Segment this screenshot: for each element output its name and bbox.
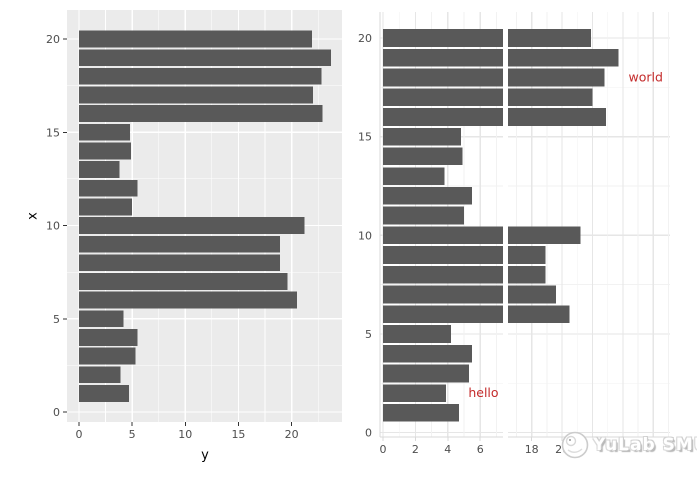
bar	[79, 67, 322, 85]
x-tick-label: 2	[412, 443, 419, 456]
watermark-text: YuLab SMU	[593, 435, 697, 455]
x-tick-label: 5	[129, 428, 136, 441]
y-tick-label: 5	[53, 313, 60, 326]
bar-segment2	[508, 68, 605, 87]
bar	[79, 254, 280, 272]
y-tick-label: 15	[358, 131, 372, 144]
bar	[79, 329, 138, 346]
bar	[383, 206, 464, 225]
bar-segment2	[508, 108, 607, 126]
x-tick-label: 10	[178, 428, 192, 441]
bar	[79, 198, 133, 216]
annotation-text: world	[628, 69, 662, 84]
watermark: YuLab SMU	[560, 430, 697, 460]
bar-segment1	[383, 108, 503, 126]
x-tick-label: 6	[477, 443, 484, 456]
bar-segment2	[508, 285, 557, 304]
bar	[79, 273, 288, 290]
logo-eye-dot	[569, 439, 571, 441]
bar-segment2	[508, 88, 593, 107]
y-tick-label: 10	[358, 229, 372, 242]
y-tick-label: 20	[46, 33, 60, 46]
yulab-logo-icon	[561, 431, 589, 459]
bar	[383, 167, 445, 185]
bar	[79, 384, 129, 402]
bar	[79, 30, 312, 48]
bar-segment1	[383, 226, 503, 245]
bar	[79, 179, 138, 197]
bar	[79, 142, 132, 160]
bar-segment1	[383, 265, 503, 284]
bar-segment1	[383, 285, 503, 304]
bar	[383, 344, 473, 363]
bar	[79, 310, 124, 328]
logo-circle	[561, 431, 589, 459]
y-tick-label: 15	[46, 126, 60, 139]
y-tick-label: 5	[365, 328, 372, 341]
bar	[383, 364, 469, 383]
bar-segment2	[508, 48, 619, 67]
bar	[79, 347, 136, 365]
bar	[79, 86, 313, 104]
bar	[79, 366, 121, 384]
bar	[79, 235, 280, 253]
bar-segment2	[508, 226, 581, 245]
x-tick-label: 0	[380, 443, 387, 456]
left-chart-x-axis-title: y	[201, 448, 209, 463]
logo-inner-curve	[567, 448, 583, 453]
bar	[79, 49, 331, 67]
bar-segment1	[383, 29, 503, 47]
bar	[79, 291, 297, 309]
y-tick-label: 10	[46, 220, 60, 233]
bar	[383, 127, 461, 146]
bar	[79, 217, 305, 234]
bar	[383, 325, 452, 343]
x-tick-label: 4	[444, 443, 451, 456]
x-tick-label: 0	[76, 428, 83, 441]
bar	[383, 404, 460, 422]
left-chart-y-axis-title: x	[25, 212, 41, 220]
y-tick-label: 0	[365, 427, 372, 440]
y-tick-label: 0	[53, 406, 60, 419]
x-tick-label: 15	[231, 428, 245, 441]
logo-inner-shape	[565, 435, 577, 447]
bar	[383, 186, 473, 205]
bar-segment2	[508, 29, 591, 47]
bar	[79, 105, 323, 122]
bar-segment1	[383, 68, 503, 87]
bar-segment2	[508, 265, 546, 284]
x-tick-label: 20	[285, 428, 299, 441]
annotation-text: hello	[468, 385, 498, 400]
x-tick-label: 18	[525, 443, 539, 456]
bar-segment2	[508, 246, 546, 264]
axis-break-gap	[503, 10, 508, 439]
bar-segment2	[508, 305, 570, 324]
bar-segment1	[383, 305, 503, 324]
bar-segment1	[383, 88, 503, 107]
bar-segment1	[383, 246, 503, 264]
bar	[383, 384, 447, 402]
bar	[383, 147, 463, 166]
left-bar-chart: 0 5 10 15 20 0 5 10 15 20	[46, 10, 342, 441]
y-tick-label: 20	[358, 32, 372, 45]
bar	[79, 161, 120, 178]
bar	[79, 123, 131, 141]
bar-segment1	[383, 48, 503, 67]
